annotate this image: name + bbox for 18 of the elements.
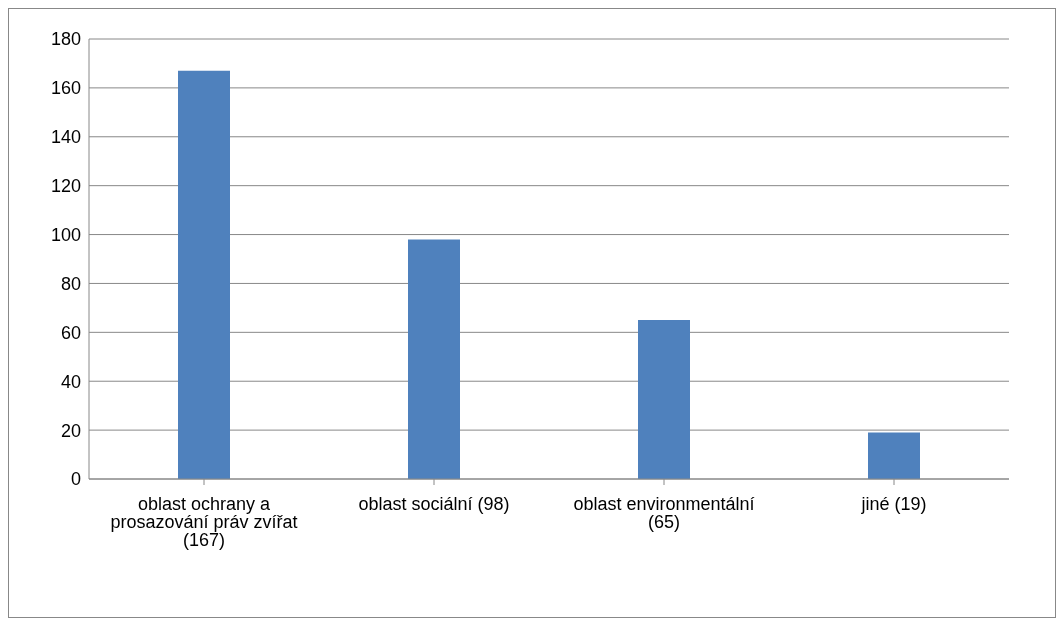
- bar: [868, 432, 920, 479]
- bar: [178, 70, 230, 479]
- y-tick-label: 160: [50, 78, 81, 99]
- x-tick-label: oblast ochrany a prosazování práv zvířat (167): [110, 493, 298, 550]
- bar: [408, 239, 460, 479]
- y-tick-label: 100: [50, 224, 81, 245]
- y-tick-label: 80: [60, 273, 81, 294]
- y-tick-label: 0: [70, 469, 81, 490]
- y-tick-label: 20: [60, 420, 81, 441]
- y-tick-label: 60: [60, 322, 81, 343]
- y-tick-label: 40: [60, 371, 81, 392]
- y-tick-label: 180: [50, 29, 81, 50]
- x-tick-label: oblast environmentální (65): [573, 493, 755, 532]
- y-tick-label: 140: [50, 127, 81, 148]
- bar: [638, 320, 690, 479]
- y-tick-label: 120: [50, 176, 81, 197]
- x-tick-label: oblast sociální (98): [358, 493, 510, 514]
- x-tick-label: jiné (19): [860, 493, 927, 514]
